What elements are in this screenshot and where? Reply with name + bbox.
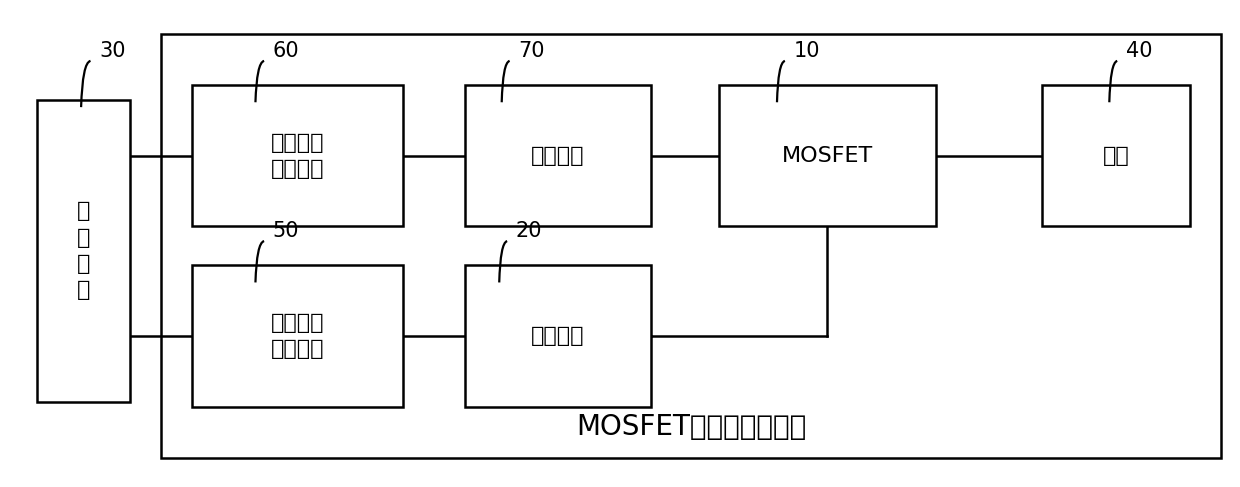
Bar bbox=[1042, 85, 1190, 226]
Text: 10: 10 bbox=[794, 41, 820, 61]
Text: 主
控
制
器: 主 控 制 器 bbox=[77, 201, 91, 300]
Text: 30: 30 bbox=[99, 41, 125, 61]
Text: 第一光耦
隔离电路: 第一光耦 隔离电路 bbox=[270, 313, 325, 359]
Bar bbox=[192, 265, 403, 407]
Bar bbox=[719, 85, 936, 226]
Text: 40: 40 bbox=[1126, 41, 1152, 61]
Text: 负载: 负载 bbox=[1102, 146, 1130, 166]
Text: 第二光耦
隔离电路: 第二光耦 隔离电路 bbox=[270, 132, 325, 179]
Text: 70: 70 bbox=[518, 41, 544, 61]
Text: 监测电路: 监测电路 bbox=[531, 326, 585, 346]
Text: 驱动电路: 驱动电路 bbox=[531, 146, 585, 166]
Text: MOSFET: MOSFET bbox=[782, 146, 873, 166]
Bar bbox=[161, 34, 1221, 458]
Text: MOSFET数字量输出电路: MOSFET数字量输出电路 bbox=[577, 413, 806, 441]
Bar bbox=[465, 85, 651, 226]
Bar bbox=[465, 265, 651, 407]
Text: 20: 20 bbox=[516, 221, 542, 241]
Text: 60: 60 bbox=[273, 41, 299, 61]
Bar bbox=[37, 100, 130, 402]
Bar bbox=[192, 85, 403, 226]
Text: 50: 50 bbox=[273, 221, 299, 241]
